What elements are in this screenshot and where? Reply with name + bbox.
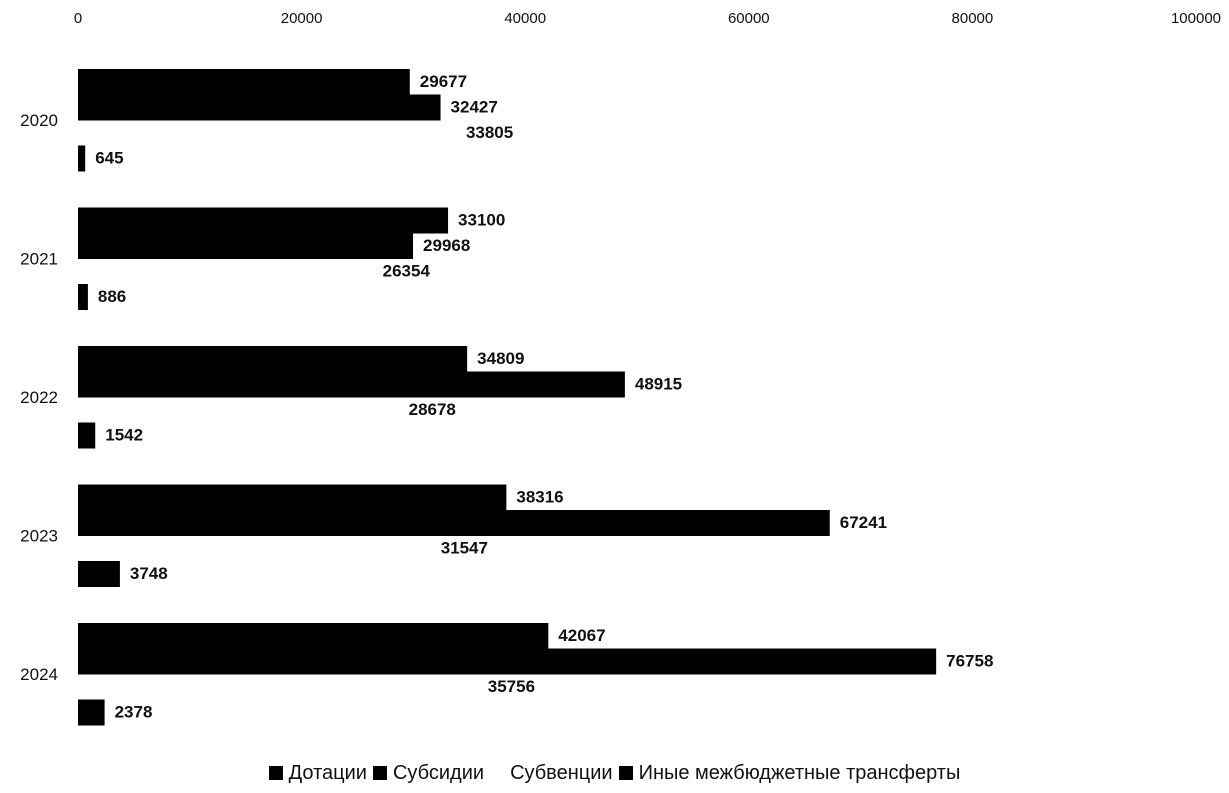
legend-swatch — [490, 766, 505, 780]
bar-series-3 — [78, 120, 456, 146]
bar-series-3 — [78, 674, 478, 700]
category-label: 2024 — [20, 665, 58, 684]
data-label: 38316 — [516, 488, 563, 507]
bar-series-4 — [78, 422, 96, 449]
bar-series-2 — [78, 94, 441, 121]
legend-swatch — [372, 766, 387, 780]
data-label: 35756 — [488, 677, 535, 696]
x-tick-label: 100000 — [1171, 10, 1221, 27]
x-tick-label: 60000 — [728, 10, 770, 27]
bar-series-2 — [78, 510, 830, 536]
data-label: 2378 — [115, 703, 153, 722]
data-label: 48915 — [635, 375, 682, 394]
category-label: 2020 — [20, 111, 58, 130]
legend-swatch — [268, 766, 283, 780]
x-tick-label: 40000 — [504, 10, 546, 27]
data-label: 42067 — [558, 626, 605, 645]
bar-series-3 — [78, 535, 431, 562]
data-label: 29677 — [420, 72, 467, 91]
x-axis-ticks: 0 20000 40000 60000 80000 100000 — [74, 10, 1221, 27]
bar-series-1 — [78, 623, 549, 649]
category-label: 2022 — [20, 388, 58, 407]
bar-series-1 — [78, 484, 507, 511]
bar-series-4 — [78, 284, 88, 310]
legend-swatch — [618, 766, 633, 780]
legend-label: Дотации — [288, 762, 367, 784]
legend-label: Субвенции — [510, 762, 613, 784]
bar-series-1 — [78, 69, 410, 95]
bar-series-4 — [78, 561, 120, 587]
data-label: 34809 — [477, 349, 524, 368]
x-tick-label: 20000 — [281, 10, 323, 27]
data-label: 33100 — [458, 211, 505, 230]
legend-label: Иные межбюджетные трансферты — [638, 762, 961, 784]
legend-item: Дотации — [268, 762, 367, 785]
data-labels: 29677 32427 33805 645 33100 29968 26354 886 3480… — [95, 72, 993, 722]
bar-series-4 — [78, 145, 86, 172]
data-label: 645 — [95, 149, 123, 168]
legend-item: Субсидии — [372, 762, 485, 785]
legend-label: Субсидии — [392, 762, 485, 784]
data-label: 33805 — [466, 123, 513, 142]
bar-series-2 — [78, 233, 414, 259]
data-label: 1542 — [105, 426, 143, 445]
data-label: 31547 — [441, 539, 488, 558]
data-label: 76758 — [946, 652, 993, 671]
bar-series-1 — [78, 207, 449, 234]
category-labels: 2020 2021 2022 2023 2024 — [20, 111, 58, 684]
legend-item: Субвенции — [490, 762, 613, 785]
bar-series-4 — [78, 699, 105, 726]
bar-series-3 — [78, 258, 373, 285]
category-label: 2023 — [20, 527, 58, 546]
legend: Дотации Субсидии Субвенции Иные межбюджетны… — [0, 762, 1229, 785]
x-tick-label: 80000 — [952, 10, 994, 27]
bar-series-2 — [78, 371, 625, 398]
data-label: 3748 — [130, 564, 168, 583]
legend-item: Иные межбюджетные трансферты — [618, 762, 961, 785]
data-label: 32427 — [451, 98, 498, 117]
data-label: 886 — [98, 287, 126, 306]
bar-series-3 — [78, 397, 399, 423]
category-label: 2021 — [20, 250, 58, 269]
data-label: 26354 — [383, 262, 431, 281]
data-label: 28678 — [409, 400, 456, 419]
x-tick-label: 0 — [74, 10, 82, 27]
data-label: 29968 — [423, 236, 470, 255]
bar-series-1 — [78, 346, 468, 372]
bar-series-2 — [78, 648, 937, 675]
bars — [78, 69, 937, 726]
data-label: 67241 — [840, 513, 887, 532]
